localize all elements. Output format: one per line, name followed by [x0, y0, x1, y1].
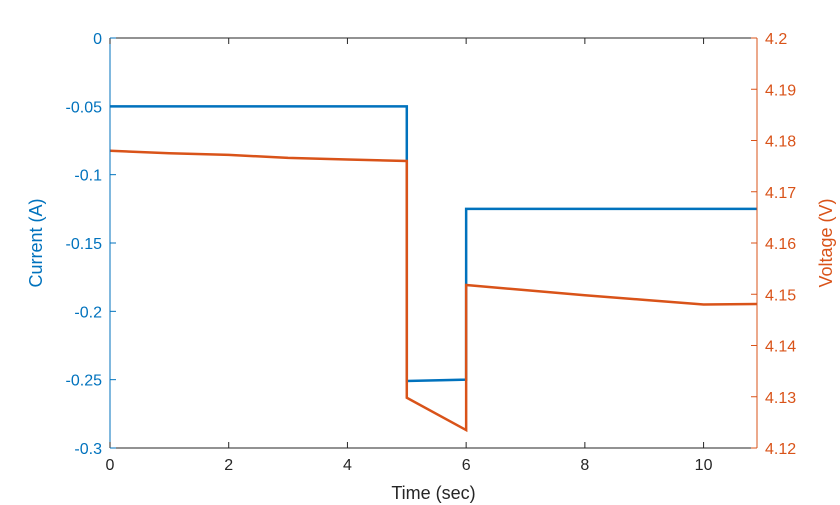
series-layer	[109, 105, 758, 433]
x-tick-label: 4	[343, 457, 352, 474]
y-left-axis-title: Current (A)	[26, 198, 46, 287]
y-right-tick-label: 4.18	[765, 134, 796, 151]
y-left-tick-label: -0.25	[66, 373, 103, 390]
y-left-tick-label: -0.15	[66, 236, 103, 253]
y-left-tick-label: -0.3	[74, 441, 102, 458]
y-right-axis-title: Voltage (V)	[816, 198, 836, 287]
x-tick-label: 8	[580, 457, 589, 474]
x-tick-label: 0	[106, 457, 115, 474]
x-tick-label: 2	[224, 457, 233, 474]
y-right-tick-label: 4.14	[765, 339, 796, 356]
y-right-tick-label: 4.16	[765, 236, 796, 253]
y-right-tick-label: 4.13	[765, 390, 796, 407]
y-left-tick-label: -0.1	[74, 168, 102, 185]
y-right-tick-label: 4.15	[765, 287, 796, 304]
y-right-tick-label: 4.17	[765, 185, 796, 202]
axes-layer: 0 2 4 6 8 10 0 -0.05 -0.1 -0.15 -0.2 -0.25 -0.3 4.2 4.…	[66, 31, 797, 474]
x-tick-label: 10	[695, 457, 713, 474]
x-tick-label: 6	[462, 457, 471, 474]
y-right-tick-label: 4.2	[765, 31, 787, 48]
y-right-tick-label: 4.12	[765, 441, 796, 458]
y-right-tick-label: 4.19	[765, 82, 796, 99]
x-axis-title: Time (sec)	[391, 483, 475, 503]
plot-background	[110, 38, 757, 448]
y-left-tick-label: 0	[93, 31, 102, 48]
y-left-tick-label: -0.2	[74, 304, 102, 321]
voltage-series-line	[109, 149, 758, 433]
y-left-tick-label: -0.05	[66, 99, 103, 116]
current-series-line	[110, 105, 757, 383]
plot-area	[110, 38, 757, 448]
